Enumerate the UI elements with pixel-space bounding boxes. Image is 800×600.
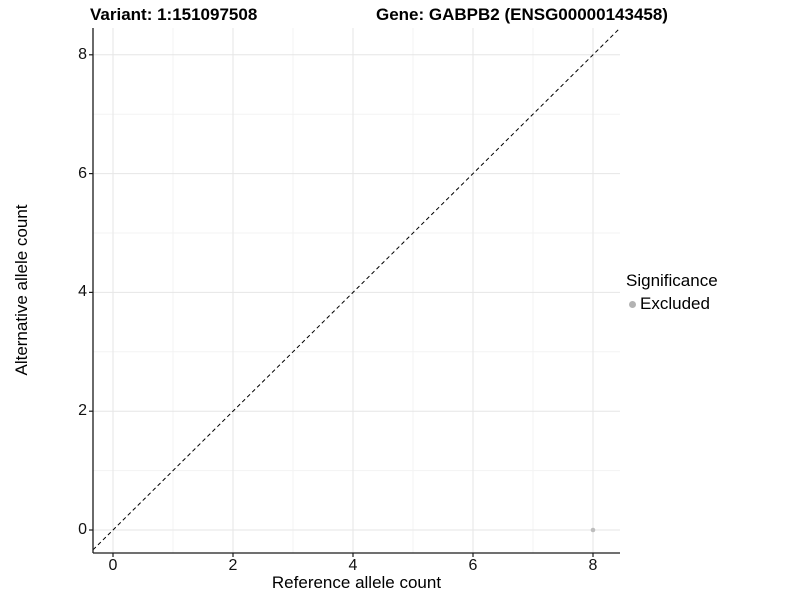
legend: Significance Excluded xyxy=(626,271,718,314)
y-tick-label: 8 xyxy=(78,45,87,63)
y-tick-label: 6 xyxy=(78,164,87,182)
x-tick-label: 6 xyxy=(468,557,478,574)
x-tick-label: 0 xyxy=(108,557,118,574)
identity-reference-line xyxy=(92,27,621,551)
x-tick-label: 2 xyxy=(228,557,238,574)
x-axis-title: Reference allele count xyxy=(271,573,442,592)
data-point xyxy=(590,527,596,533)
legend-item-excluded: Excluded xyxy=(626,294,718,314)
y-tick-label: 4 xyxy=(78,283,87,301)
plot-title-gene: Gene: GABPB2 (ENSG00000143458) xyxy=(376,5,668,24)
legend-point-swatch xyxy=(629,300,636,308)
y-axis-title: Alternative allele count xyxy=(12,204,31,376)
plot-title-variant: Variant: 1:151097508 xyxy=(90,5,258,24)
x-tick-label: 4 xyxy=(348,557,358,574)
legend-title: Significance xyxy=(626,271,718,290)
y-tick-label: 0 xyxy=(78,521,87,538)
x-tick-label: 8 xyxy=(588,557,598,574)
y-tick-label: 2 xyxy=(78,402,87,420)
legend-item-label: Excluded xyxy=(640,294,710,313)
